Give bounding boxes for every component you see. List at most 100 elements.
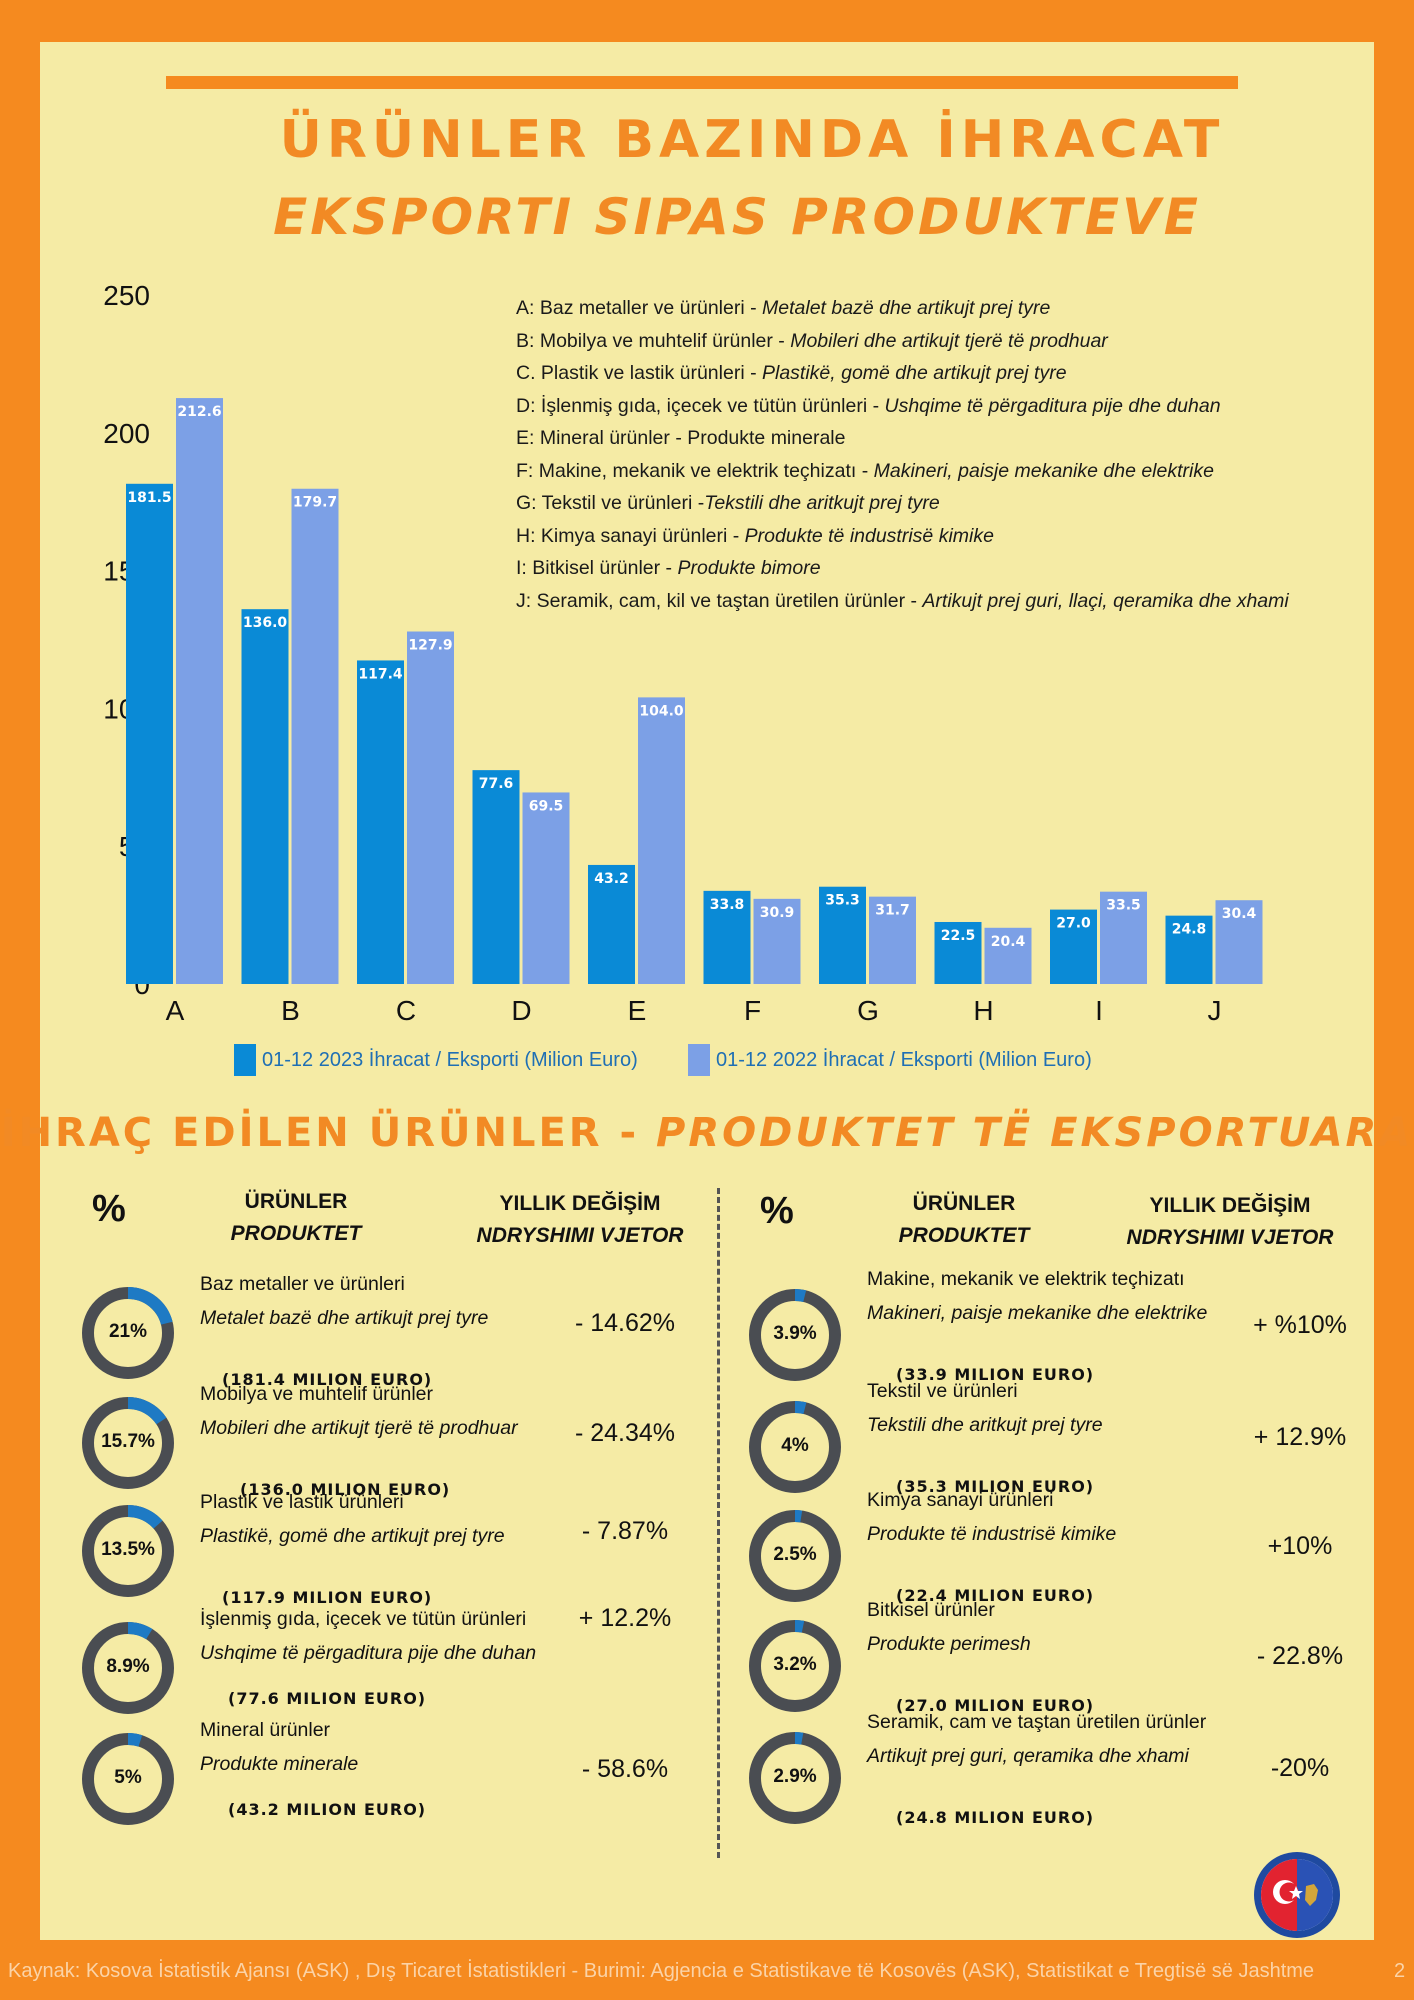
category-legend-tr: A: Baz metaller ve ürünleri - [516, 297, 763, 319]
change-header-sq: NDRYSHIMI VJETOR [476, 1224, 684, 1247]
share-percent: 2.9% [773, 1766, 817, 1787]
bar-D-series-2 [522, 792, 570, 984]
product-name-tr: Makine, mekanik ve elektrik teçhizatı [867, 1268, 1185, 1290]
product-value: (181.4 MILION EURO) [222, 1370, 433, 1389]
category-legend-item: F: Makine, mekanik ve elektrik teçhizatı… [516, 455, 1289, 488]
product-name-tr: Seramik, cam ve taştan üretilen ürünler [867, 1711, 1207, 1733]
legend-label: 01-12 2022 İhracat / Eksporti (Milion Eu… [716, 1048, 1092, 1071]
bar-F-series-1 [703, 890, 751, 984]
donut-fill [82, 1733, 174, 1825]
bar-data-label: 77.6 [479, 776, 514, 792]
product-name-sq: Artikujt prej guri, qeramika dhe xhami [867, 1745, 1189, 1767]
bar-data-label: 43.2 [594, 871, 629, 887]
bar-H-series-1 [934, 921, 982, 984]
category-legend-tr: J: Seramik, cam, kil ve taştan üretilen … [516, 589, 923, 612]
page-title-tr: ÜRÜNLER BAZINDA İHRACAT [279, 110, 1225, 170]
product-name-sq: Produkte të industrisë kimike [867, 1523, 1117, 1545]
annual-change: +10% [1267, 1532, 1333, 1560]
x-tick-label: E [628, 995, 647, 1026]
category-legend-tr: E: Mineral ürünler - Produkte minerale [516, 427, 846, 449]
bar-I-series-2 [1100, 891, 1147, 984]
product-name-sq: Ushqime të përgaditura pije dhe duhan [200, 1642, 537, 1664]
bar-data-label: 33.8 [710, 897, 745, 913]
bar-data-label: 22.5 [941, 928, 976, 944]
change-header-tr: YILLIK DEĞİŞİM [1149, 1194, 1311, 1217]
chamber-logo-icon [1254, 1852, 1340, 1938]
product-value: (77.6 MILION EURO) [228, 1689, 427, 1708]
content-panel [40, 42, 1374, 1940]
annual-change: + 12.2% [578, 1604, 672, 1632]
bar-B-series-2 [291, 488, 339, 984]
category-legend-sq: Artikujt prej guri, llaçi, qeramika dhe … [922, 589, 1289, 612]
bar-data-label: 30.9 [760, 905, 795, 921]
share-percent: 8.9% [106, 1656, 150, 1677]
bar-data-label: 30.4 [1222, 906, 1257, 922]
share-donut-icon [749, 1620, 841, 1712]
series-legend-item: 01-12 2022 İhracat / Eksporti (Milion Eu… [688, 1044, 1092, 1076]
share-donut-icon [82, 1397, 174, 1489]
x-tick-label: B [281, 995, 300, 1026]
products-header-sq: PRODUKTET [230, 1222, 362, 1245]
bar-data-label: 104.0 [639, 703, 684, 719]
bar-data-label: 136.0 [243, 615, 288, 631]
category-legend-tr: D: İşlenmiş gıda, içecek ve tütün ürünle… [516, 394, 885, 417]
product-name-tr: Mineral ürünler [200, 1719, 331, 1741]
x-tick-label: C [396, 995, 416, 1026]
bar-G-series-1 [819, 886, 866, 984]
category-legend-item: G: Tekstil ve ürünleri -Tekstili dhe ari… [516, 487, 1289, 520]
donut-fill [749, 1510, 841, 1602]
product-name-tr: Bitkisel ürünler [867, 1599, 995, 1621]
product-value: (22.4 MILION EURO) [896, 1586, 1095, 1605]
annual-change: + %10% [1253, 1311, 1347, 1339]
product-name-sq: Makineri, paisje mekanike dhe elektrike [867, 1302, 1208, 1324]
series-legend-item: 01-12 2023 İhracat / Eksporti (Milion Eu… [234, 1044, 638, 1076]
bar-A-series-2 [176, 398, 223, 984]
donut-fill [82, 1287, 174, 1379]
annual-change: - 22.8% [1256, 1642, 1344, 1670]
category-legend-sq: Produkte të industrisë kimike [744, 524, 994, 547]
share-donut-icon [82, 1622, 174, 1714]
change-header-right: YILLIK DEĞİŞİM NDRYSHIMI VJETOR [1105, 1190, 1355, 1254]
share-donut-icon [749, 1289, 841, 1381]
bar-data-label: 127.9 [408, 638, 452, 654]
share-donut-icon [749, 1732, 841, 1824]
bar-J-series-2 [1215, 900, 1263, 984]
share-donut-icon [82, 1287, 174, 1379]
donut-fill [749, 1732, 841, 1824]
x-tick-label: A [166, 995, 185, 1026]
footer-source: Kaynak: Kosova İstatistik Ajansı (ASK) ,… [8, 1960, 1315, 1982]
bar-data-label: 24.8 [1172, 922, 1207, 938]
annual-change: - 14.62% [574, 1309, 676, 1337]
page-number: 2 [1394, 1960, 1406, 1982]
legend-swatch [688, 1044, 710, 1076]
product-value: (24.8 MILION EURO) [896, 1808, 1095, 1827]
product-name-tr: Baz metaller ve ürünleri [200, 1273, 405, 1295]
donut-fill [82, 1622, 174, 1714]
bar-data-label: 179.7 [293, 495, 337, 511]
legend-label: 01-12 2023 İhracat / Eksporti (Milion Eu… [262, 1048, 638, 1071]
product-value: (117.9 MILION EURO) [222, 1588, 433, 1607]
y-tick-label: 250 [103, 280, 150, 311]
category-legend-sq: Produkte bimore [677, 557, 821, 579]
donut-fill [749, 1401, 841, 1493]
x-tick-label: J [1208, 995, 1222, 1026]
bar-C-series-2 [407, 631, 454, 984]
legend-swatch [234, 1044, 256, 1076]
x-tick-label: D [511, 995, 531, 1026]
percent-header-left: % [92, 1188, 126, 1230]
column-divider [717, 1188, 720, 1858]
bar-data-label: 31.7 [875, 903, 910, 919]
product-name-sq: Tekstili dhe aritkujt prej tyre [867, 1414, 1103, 1436]
category-legend-item: I: Bitkisel ürünler - Produkte bimore [516, 552, 1289, 585]
donut-fill [82, 1397, 174, 1489]
product-name-tr: Plastik ve lastik ürünleri [200, 1491, 404, 1513]
bar-I-series-1 [1050, 909, 1097, 984]
bar-C-series-1 [357, 660, 404, 984]
share-percent: 13.5% [101, 1539, 155, 1560]
x-tick-label: F [744, 995, 761, 1026]
annual-change: + 12.9% [1253, 1423, 1347, 1451]
product-name-tr: Mobilya ve muhtelif ürünler [200, 1383, 434, 1405]
donut-fill [749, 1289, 841, 1381]
annual-change: -20% [1270, 1754, 1330, 1782]
category-legend-item: J: Seramik, cam, kil ve taştan üretilen … [516, 585, 1289, 618]
